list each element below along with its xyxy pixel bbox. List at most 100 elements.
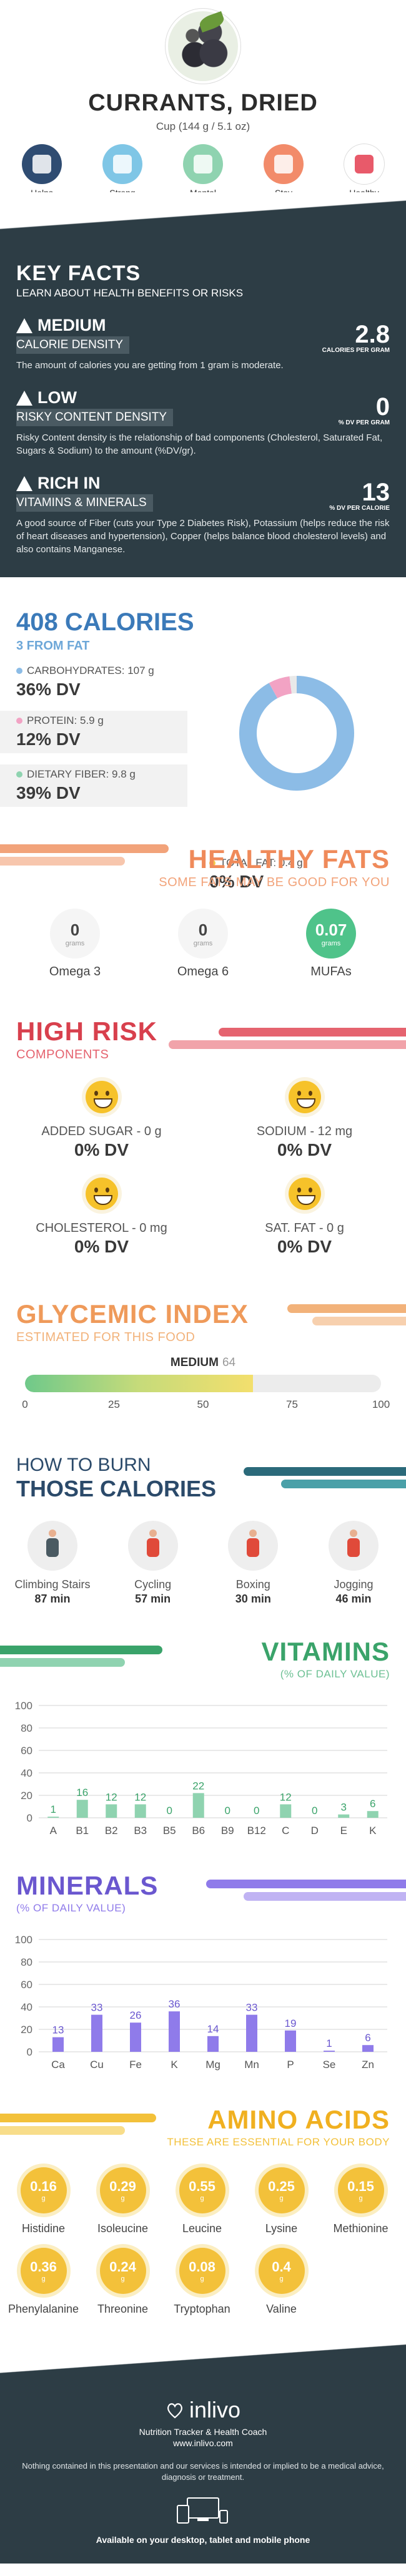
decor-stripe: [244, 1467, 406, 1476]
key-fact-level-text: RICH IN: [37, 474, 101, 492]
macro-label: TOTAL FAT: 0.4 g: [220, 857, 303, 869]
stairs-icon: [27, 1521, 77, 1571]
bar-value-label: 6: [370, 1798, 375, 1810]
activity-item: Boxing 30 min: [209, 1521, 297, 1606]
availability-note: Available on your desktop, tablet and mo…: [96, 2535, 310, 2545]
y-tick-label: 100: [15, 1934, 32, 1946]
key-fact-item: LOW RISKY CONTENT DENSITY 0% DV PER GRAM Ri…: [16, 388, 390, 457]
key-facts-section: KEY FACTS LEARN ABOUT HEALTH BENEFITS OR…: [0, 192, 406, 577]
brand-logo[interactable]: inlivo: [19, 2397, 387, 2423]
glycemic-level: MEDIUM 64: [0, 1356, 406, 1370]
activity-time: 46 min: [335, 1593, 372, 1605]
risk-item: ADDED SUGAR - 0 g 0% DV: [0, 1081, 203, 1160]
glycemic-tick: 50: [197, 1398, 209, 1410]
bar: [47, 1817, 59, 1818]
activity-item: Cycling 57 min: [109, 1521, 197, 1606]
macro-label: CARBOHYDRATES: 107 g: [27, 665, 154, 676]
x-tick-label: A: [50, 1825, 57, 1837]
glycemic-tick: 25: [108, 1398, 120, 1410]
calories-section: 408 CALORIES 3 FROM FAT CARBOHYDRATES: 1…: [0, 577, 406, 891]
y-tick-label: 0: [27, 2046, 32, 2058]
smiley-face-icon: [288, 1178, 321, 1210]
key-fact-description: Risky Content density is the relationshi…: [16, 432, 383, 456]
risk-value: 0% DV: [277, 1140, 332, 1159]
bar: [285, 2030, 296, 2052]
bar-value-label: 0: [225, 1805, 230, 1817]
legend-dot: [209, 860, 215, 866]
amino-unit: g: [121, 2195, 125, 2202]
smiley-face-icon: [85, 1178, 118, 1210]
bar: [52, 2037, 64, 2052]
brand-url[interactable]: www.inlivo.com: [173, 2438, 233, 2448]
macro-item: PROTEIN: 5.9 g 12% DV: [0, 711, 187, 753]
glycemic-subtitle: ESTIMATED FOR THIS FOOD: [16, 1330, 196, 1344]
burn-title-line1: HOW TO BURN: [16, 1455, 151, 1475]
devices-icon: [177, 2497, 228, 2524]
bar-value-label: 0: [254, 1805, 259, 1817]
amino-value: 0.24: [109, 2259, 136, 2275]
fat-circle: 0.07 grams: [306, 909, 356, 959]
fat-value: 0: [70, 920, 80, 939]
amino-badge: 0.4 g: [258, 2248, 305, 2294]
decor-stripe: [287, 1304, 406, 1313]
amino-name: Lysine: [265, 2222, 298, 2235]
amino-item: 0.16 g Histidine: [4, 2167, 83, 2235]
decor-stripe: [281, 1480, 406, 1488]
legend-dot: [16, 771, 22, 778]
amino-badge: 0.36 g: [20, 2248, 67, 2294]
decor-stripe: [244, 1892, 406, 1901]
x-tick-label: K: [369, 1825, 377, 1837]
disclaimer: Nothing contained in this presentation a…: [22, 2461, 384, 2482]
x-tick-label: B2: [105, 1825, 118, 1837]
bar: [362, 2045, 374, 2052]
serving-size: Cup (144 g / 5.1 oz): [156, 120, 250, 132]
key-fact-unit: CALORIES PER GRAM: [322, 347, 390, 354]
y-tick-label: 40: [21, 1767, 32, 1779]
key-fact-level-text: LOW: [37, 388, 77, 407]
key-fact-item: RICH IN VITAMINS & MINERALS 13% DV PER CAL…: [16, 474, 390, 556]
amino-name: Phenylalanine: [7, 2303, 79, 2315]
risk-title: HIGH RISK: [16, 1017, 158, 1046]
decor-stripe: [169, 1040, 406, 1049]
fats-subtitle: SOME FATS MAY BE GOOD FOR YOU: [159, 876, 390, 889]
fat-unit: grams: [321, 939, 341, 947]
amino-grid: 0.16 g Histidine 0.29 g Isoleucine 0.55 g Leucin…: [0, 2149, 406, 2316]
x-tick-label: Cu: [90, 2059, 104, 2071]
activity-time: 57 min: [135, 1593, 171, 1605]
risk-label: ADDED SUGAR - 0 g: [41, 1125, 162, 1138]
activity-name: Boxing: [235, 1578, 270, 1591]
glycemic-tick: 75: [286, 1398, 298, 1410]
amino-unit: g: [279, 2275, 284, 2283]
amino-item: 0.25 g Lysine: [242, 2167, 321, 2235]
risk-label: CHOLESTEROL - 0 mg: [36, 1221, 167, 1235]
activities-row: Climbing Stairs 87 min Cycling 57 min Boxing…: [0, 1521, 406, 1606]
amino-value: 0.16: [30, 2178, 57, 2194]
x-tick-label: Ca: [51, 2059, 65, 2071]
amino-name: Tryptophan: [174, 2303, 230, 2315]
warning-icon: [16, 318, 32, 333]
amino-item: 0.29 g Isoleucine: [83, 2167, 162, 2235]
x-tick-label: B12: [247, 1825, 266, 1837]
legend-dot: [16, 668, 22, 674]
x-tick-label: B6: [192, 1825, 205, 1837]
activity-item: Climbing Stairs 87 min: [9, 1521, 96, 1606]
bar-value-label: 16: [76, 1787, 88, 1798]
x-tick-label: Se: [323, 2059, 336, 2071]
bar-value-label: 12: [280, 1791, 292, 1803]
decor-stripe: [0, 844, 169, 853]
x-tick-label: Mn: [244, 2059, 259, 2071]
fat-value: 0: [198, 920, 208, 939]
bar-value-label: 13: [52, 2024, 64, 2036]
macro-item: DIETARY FIBER: 9.8 g 39% DV: [0, 764, 187, 807]
bone-icon: [102, 144, 142, 184]
fat-value: 0.07: [315, 920, 347, 939]
activity-time: 87 min: [34, 1593, 71, 1605]
bar-value-label: 26: [130, 2009, 142, 2021]
key-fact-level-text: MEDIUM: [37, 316, 106, 334]
minerals-section: MINERALS (% OF DAILY VALUE) 0 20 40 60 80 100…: [0, 1852, 406, 2086]
bar-value-label: 22: [192, 1780, 204, 1792]
running-icon: [328, 1521, 379, 1571]
bar-value-label: 0: [167, 1805, 172, 1817]
risk-subtitle: COMPONENTS: [16, 1048, 109, 1061]
